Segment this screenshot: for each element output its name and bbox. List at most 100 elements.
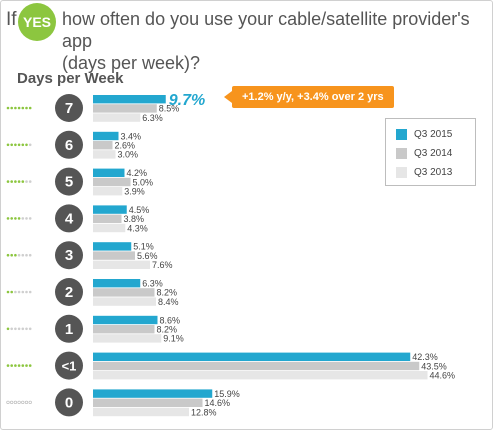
- bar-q3-2013: [93, 113, 141, 122]
- day-dot: [25, 364, 28, 367]
- data-label: 15.9%: [214, 389, 240, 399]
- legend: Q3 2015 Q3 2014 Q3 2013: [385, 118, 476, 186]
- category-label: 2: [65, 284, 73, 301]
- legend-label-q3-2014: Q3 2014: [414, 148, 453, 159]
- day-dot: [6, 106, 10, 110]
- day-dot: [6, 217, 10, 220]
- legend-item-q3-2015: Q3 2015: [396, 129, 452, 140]
- legend-label-q3-2015: Q3 2015: [414, 129, 453, 140]
- bar-q3-2013: [93, 297, 156, 306]
- data-label: 9.1%: [163, 334, 184, 344]
- day-dot: [17, 217, 21, 220]
- day-dot: [21, 364, 25, 367]
- data-label: 12.8%: [191, 407, 217, 417]
- legend-label-q3-2013: Q3 2013: [414, 167, 453, 178]
- day-dot: [14, 143, 17, 147]
- header: If YES how often do you use your cable/s…: [0, 0, 493, 73]
- bar-q3-2013: [93, 334, 162, 343]
- category-badge: [55, 167, 83, 196]
- day-dot: [25, 143, 28, 147]
- bar-q3-2015: [93, 95, 166, 104]
- data-label: 2.6%: [115, 141, 136, 151]
- day-dot: [25, 327, 28, 331]
- day-dot: [25, 253, 28, 257]
- bar-q3-2014: [93, 398, 203, 407]
- category-label: 7: [65, 100, 73, 117]
- day-dot: [21, 253, 25, 257]
- day-dot: [13, 400, 17, 405]
- bar-q3-2015: [93, 352, 411, 361]
- day-dot: [25, 106, 28, 110]
- day-dot: [10, 180, 13, 183]
- bar-q3-2014: [93, 104, 157, 113]
- data-label: 6.3%: [142, 113, 163, 123]
- question-text: how often do you use your cable/satellit…: [62, 8, 482, 74]
- if-label: If: [6, 9, 17, 30]
- category-label: 6: [65, 137, 73, 154]
- day-dot: [25, 180, 28, 183]
- day-dot: [28, 400, 32, 405]
- question-line-1: how often do you use your cable/satellit…: [62, 9, 470, 51]
- bar-q3-2015: [93, 389, 213, 398]
- day-dot: [24, 400, 29, 405]
- day-dot: [17, 327, 21, 331]
- yes-badge: YES: [18, 3, 56, 41]
- day-dot: [21, 180, 25, 183]
- day-dot: [10, 106, 13, 110]
- bar-q3-2014: [93, 141, 113, 150]
- data-label: 8.5%: [159, 104, 180, 114]
- day-dot: [6, 180, 10, 183]
- data-label: 4.2%: [127, 168, 148, 178]
- data-label: 5.6%: [137, 251, 158, 261]
- bar-q3-2015: [93, 279, 141, 288]
- day-dot: [10, 253, 13, 257]
- day-dot: [6, 143, 10, 147]
- bar-q3-2015: [93, 315, 158, 325]
- day-dot: [17, 290, 21, 294]
- bar-q3-2015: [93, 131, 119, 141]
- category-badge: [55, 351, 83, 380]
- data-label: 4.5%: [129, 205, 150, 215]
- day-dot: [25, 217, 28, 220]
- day-dot: [6, 253, 10, 257]
- day-dot: [10, 217, 13, 220]
- category-label: 0: [65, 394, 73, 411]
- day-dot: [28, 253, 32, 257]
- day-dot: [10, 143, 13, 147]
- data-label: 8.6%: [160, 315, 181, 325]
- bar-q3-2015: [93, 168, 125, 177]
- day-dot: [28, 143, 32, 147]
- data-label: 9.7%: [169, 92, 205, 109]
- legend-swatch-q3-2014: [396, 148, 407, 159]
- day-dot: [21, 327, 25, 331]
- bar-q3-2013: [93, 260, 150, 269]
- bar-q3-2014: [93, 361, 420, 371]
- day-dot: [6, 364, 10, 367]
- bar-q3-2015: [93, 205, 127, 214]
- category-label: <1: [62, 359, 77, 374]
- day-dot: [14, 180, 17, 183]
- category-badge: [55, 278, 83, 306]
- day-dot: [17, 106, 21, 110]
- data-label: 6.3%: [142, 279, 163, 289]
- data-label: 3.9%: [124, 187, 145, 197]
- day-dot: [28, 180, 32, 183]
- data-label: 3.4%: [121, 131, 142, 141]
- bar-q3-2013: [93, 371, 428, 380]
- data-label: 14.6%: [205, 398, 231, 408]
- data-label: 3.0%: [118, 150, 139, 160]
- day-dot: [17, 364, 21, 367]
- day-dot: [21, 217, 25, 220]
- data-label: 7.6%: [152, 260, 173, 270]
- question-line-2: (days per week)?: [62, 53, 201, 73]
- bar-q3-2014: [93, 288, 155, 297]
- day-dot: [6, 290, 10, 294]
- day-dot: [21, 143, 25, 147]
- category-badge: [55, 130, 83, 159]
- category-label: 1: [65, 321, 73, 338]
- day-dot: [17, 143, 21, 147]
- day-dot: [28, 217, 32, 220]
- day-dot: [14, 290, 17, 294]
- bar-q3-2014: [93, 214, 122, 223]
